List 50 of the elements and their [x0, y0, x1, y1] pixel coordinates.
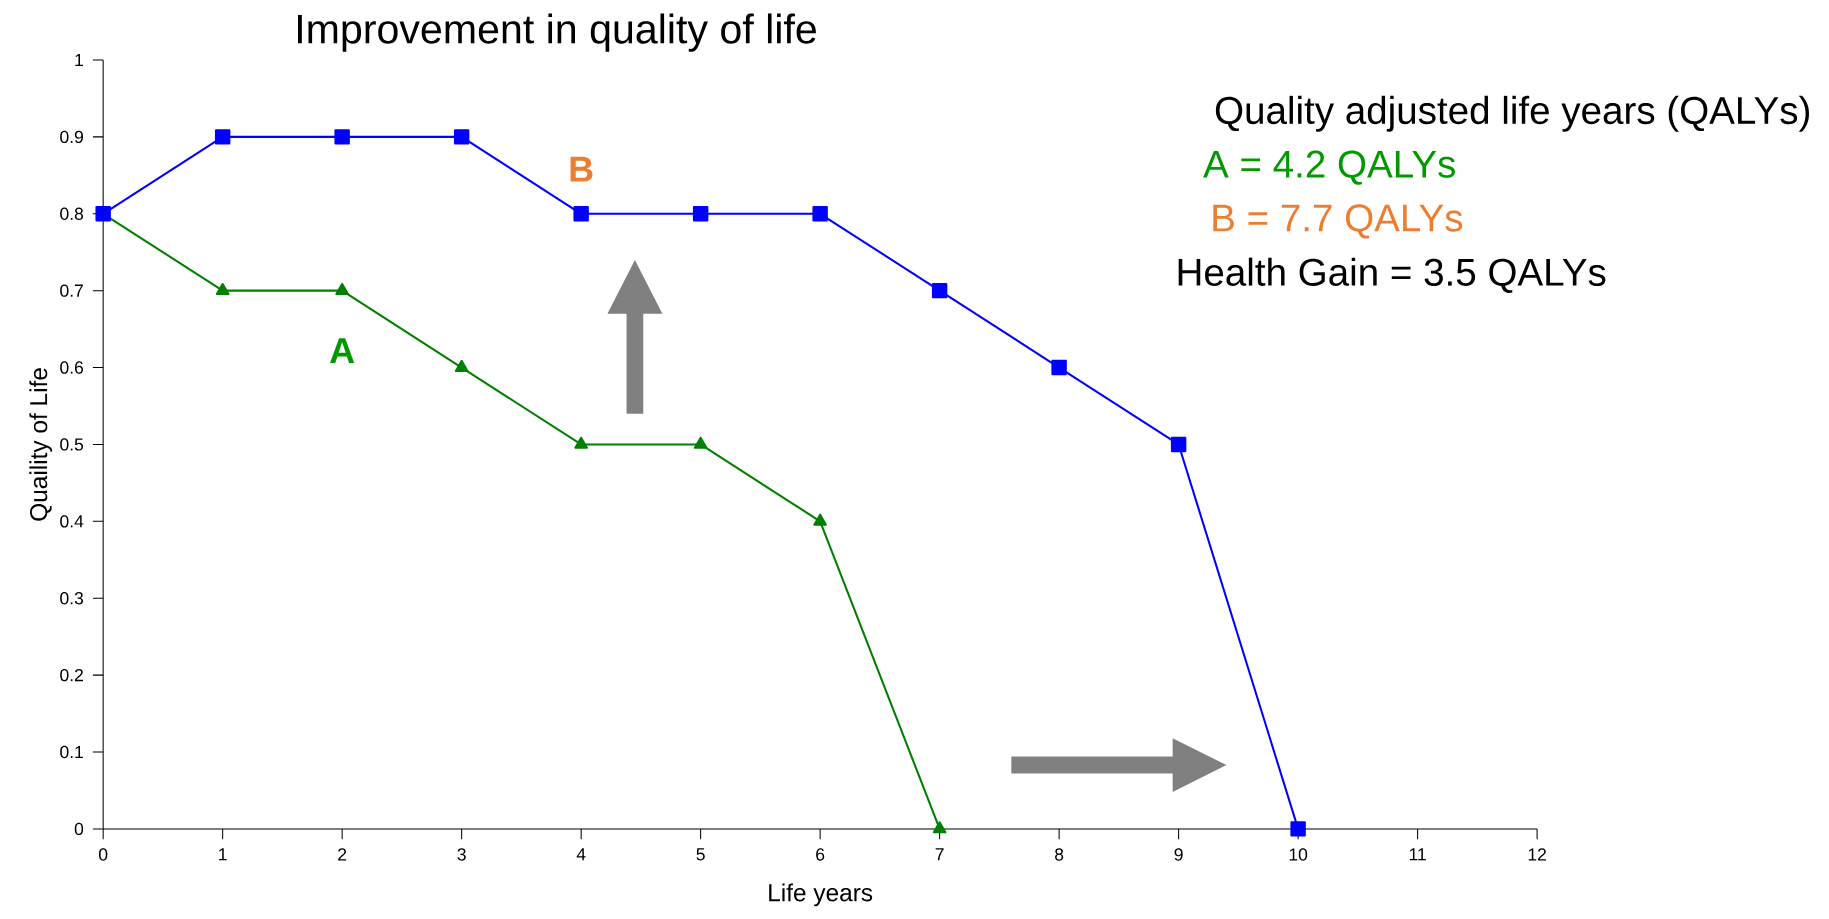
y-tick-label: 0.9	[60, 130, 83, 144]
point	[335, 283, 349, 296]
x-tick-label: 3	[457, 848, 466, 861]
annotation: A = 4.2 QALYs	[1203, 150, 1455, 185]
point	[334, 129, 350, 145]
x-tick-label: 6	[816, 848, 825, 861]
point	[692, 206, 709, 222]
series-label: B	[570, 156, 593, 182]
annotation: Health Gain = 3.5 QALYs	[1178, 257, 1606, 293]
point	[932, 821, 947, 834]
annotation: B = 7.7 QALYs	[1213, 204, 1463, 239]
x-tick-label: 7	[935, 848, 944, 861]
y-tick-label: 0.2	[60, 668, 83, 682]
chart-title: Improvement in quality of life	[298, 13, 816, 52]
x-tick-label: 1	[219, 848, 227, 861]
y-tick-label: 0.8	[60, 207, 84, 221]
x-tick-label: 8	[1055, 848, 1064, 861]
y-tick-label: 0.6	[60, 361, 84, 374]
y-tick-label: 0.7	[60, 284, 83, 297]
point	[813, 513, 827, 526]
point	[574, 436, 588, 449]
annotation: Quality adjusted life years (QALYs)	[1215, 95, 1809, 132]
point	[812, 206, 828, 222]
point	[1290, 821, 1306, 837]
point	[454, 359, 469, 372]
x-axis-title: Life years	[769, 883, 873, 907]
x-tick-label: 0	[98, 848, 108, 861]
x-tick-label: 11	[1409, 848, 1426, 861]
series-label: A	[330, 338, 355, 364]
x-tick-label: 4	[576, 848, 586, 861]
point	[215, 283, 230, 296]
point	[693, 436, 708, 449]
point	[214, 129, 231, 145]
point	[453, 129, 470, 145]
y-tick-label: 1	[75, 54, 83, 67]
x-tick-label: 12	[1528, 848, 1546, 861]
y-axis-title: Quaility of Life	[29, 368, 53, 521]
x-tick-label: 10	[1289, 848, 1308, 861]
x-tick-label: 9	[1174, 848, 1183, 861]
point	[573, 206, 589, 222]
y-tick-label: 0.5	[60, 438, 84, 451]
y-tick-label: 0.1	[60, 745, 83, 759]
y-tick-label: 0.4	[60, 515, 84, 528]
y-tick-label: 0	[74, 822, 84, 836]
point	[1051, 359, 1067, 376]
point	[1170, 436, 1187, 453]
point	[931, 283, 948, 299]
y-tick-label: 0.3	[60, 592, 84, 605]
x-tick-label: 5	[696, 848, 705, 861]
x-tick-label: 2	[338, 848, 347, 861]
